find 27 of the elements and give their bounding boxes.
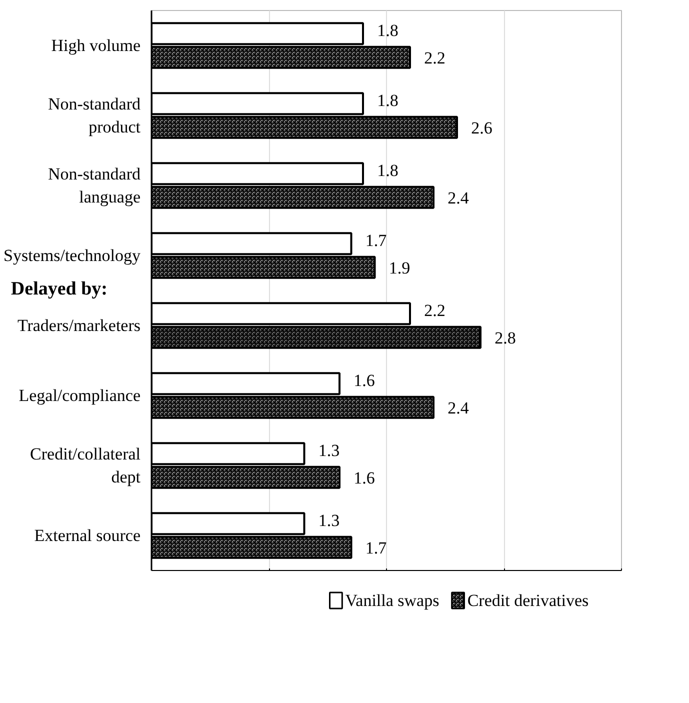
y-tick-label: High volume — [51, 36, 141, 55]
data-label: 1.7 — [365, 538, 388, 558]
data-label: 2.4 — [448, 188, 470, 208]
data-label: 2.2 — [424, 301, 446, 320]
text: Delayed by: — [10, 278, 108, 300]
y-tick-label: Credit/collateral dept — [30, 444, 141, 486]
data-label: 2.2 — [424, 48, 446, 68]
data-label: 1.6 — [354, 371, 375, 390]
data-label: 1.3 — [318, 511, 340, 530]
y-tick-label: Non-standard language — [48, 164, 141, 206]
y-tick-label: Systems/technology — [4, 246, 141, 265]
data-label: 1.3 — [318, 441, 340, 460]
data-label: 1.9 — [388, 258, 410, 278]
data-label: 1.8 — [377, 161, 398, 180]
y-tick-label: Traders/marketers — [17, 316, 141, 335]
legend-label: Credit derivatives — [467, 591, 589, 610]
y-tick-label: External source — [34, 526, 141, 545]
data-label: 2.8 — [494, 328, 516, 348]
data-label: 1.8 — [377, 21, 398, 40]
data-label: 2.6 — [471, 118, 492, 138]
legend-label: Vanilla swaps — [345, 591, 440, 610]
data-label: 1.6 — [354, 468, 375, 488]
y-tick-label: Non-standard product — [48, 94, 141, 136]
data-label: 1.7 — [365, 231, 388, 250]
data-label: 2.4 — [448, 398, 470, 418]
y-tick-label: Legal/compliance — [18, 386, 141, 405]
data-label: 1.8 — [377, 91, 398, 110]
